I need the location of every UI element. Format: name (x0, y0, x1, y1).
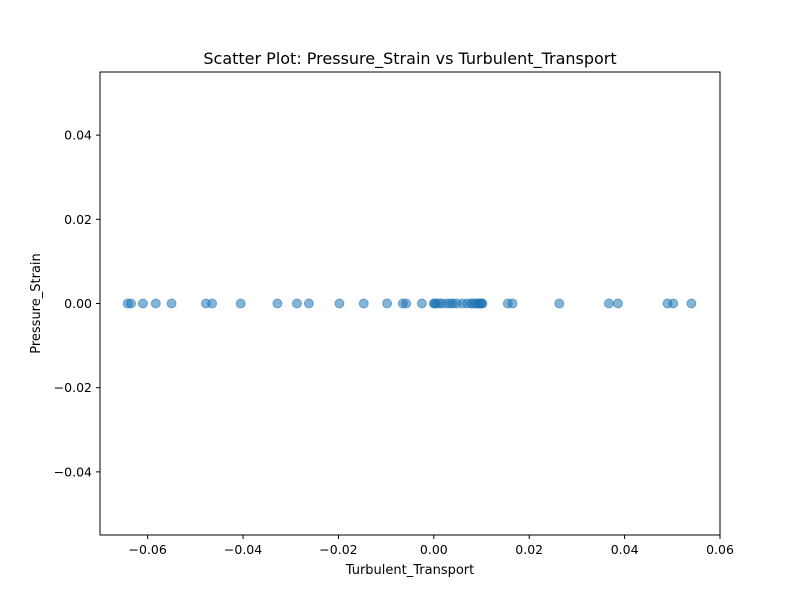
x-tick-label: −0.04 (224, 542, 262, 557)
x-axis-label: Turbulent_Transport (345, 563, 475, 578)
y-tick-label: −0.04 (54, 464, 92, 479)
scatter-point (477, 298, 488, 309)
x-tick-label: 0.04 (611, 542, 639, 557)
y-tick-label: 0.02 (64, 212, 92, 227)
y-tick-label: 0.00 (64, 296, 92, 311)
scatter-point (401, 298, 412, 309)
scatter-point (382, 298, 393, 309)
y-axis-ticks: −0.04 −0.02 0.00 0.02 0.04 (54, 128, 100, 479)
x-axis-ticks: −0.06 −0.04 −0.02 0.00 0.02 0.04 0.06 (129, 535, 734, 557)
scatter-point (235, 298, 246, 309)
scatter-point (507, 298, 518, 309)
y-axis-label: Pressure_Strain (29, 253, 44, 354)
scatter-point (150, 298, 161, 309)
x-tick-label: −0.06 (129, 542, 167, 557)
scatter-points (122, 298, 697, 309)
chart-title: Scatter Plot: Pressure_Strain vs Turbule… (203, 49, 616, 69)
y-tick-label: 0.04 (64, 128, 92, 143)
scatter-point (358, 298, 369, 309)
scatter-point (686, 298, 697, 309)
scatter-point (126, 298, 136, 309)
y-tick-label: −0.02 (54, 380, 92, 395)
scatter-point (612, 298, 623, 309)
scatter-point (334, 298, 345, 309)
x-tick-label: −0.02 (319, 542, 357, 557)
scatter-point (668, 298, 679, 309)
scatter-point (137, 298, 148, 309)
scatter-point (291, 298, 302, 309)
scatter-point (207, 298, 218, 309)
scatter-point (603, 298, 614, 309)
x-tick-label: 0.02 (515, 542, 543, 557)
scatter-point (166, 298, 177, 309)
scatter-point (554, 298, 565, 309)
scatter-point (303, 298, 314, 309)
x-tick-label: 0.00 (420, 542, 448, 557)
x-tick-label: 0.06 (706, 542, 734, 557)
scatter-point (272, 298, 283, 309)
scatter-point (416, 298, 427, 309)
